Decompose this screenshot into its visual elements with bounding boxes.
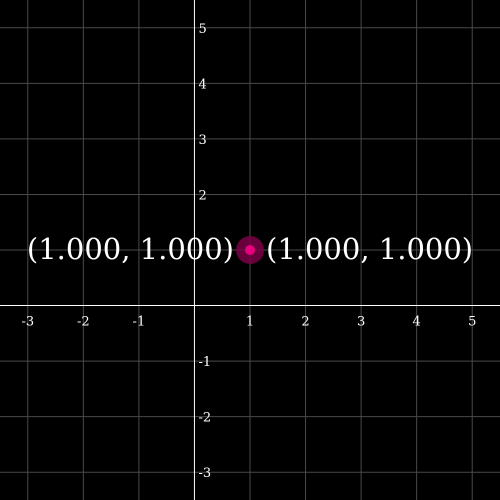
point-label-left: (1.000, 1.000) (27, 232, 234, 266)
x-tick-label: -2 (77, 315, 90, 330)
x-tick-label: 5 (468, 315, 476, 330)
y-tick-label: 4 (198, 77, 206, 92)
y-tick-label: 3 (198, 133, 206, 148)
y-tick-label: 5 (198, 22, 206, 37)
x-tick-label: 2 (301, 315, 309, 330)
y-tick-label: -2 (198, 411, 211, 426)
point-labels: (1.000, 1.000) (1.000, 1.000) (27, 232, 473, 266)
y-tick-label: 2 (198, 188, 206, 203)
point-marker[interactable] (236, 236, 264, 264)
y-tick-label: -3 (198, 466, 211, 481)
tick-labels: -3 -2 -1 1 2 3 4 5 5 4 3 2 -1 -2 -3 (21, 22, 476, 481)
y-tick-label: -1 (198, 355, 211, 370)
point-dot[interactable] (245, 245, 255, 255)
x-tick-label: 1 (246, 315, 254, 330)
x-tick-label: 4 (413, 315, 421, 330)
x-tick-label: 3 (357, 315, 365, 330)
x-tick-label: -3 (21, 315, 34, 330)
x-tick-label: -1 (133, 315, 146, 330)
point-label-right: (1.000, 1.000) (266, 232, 473, 266)
